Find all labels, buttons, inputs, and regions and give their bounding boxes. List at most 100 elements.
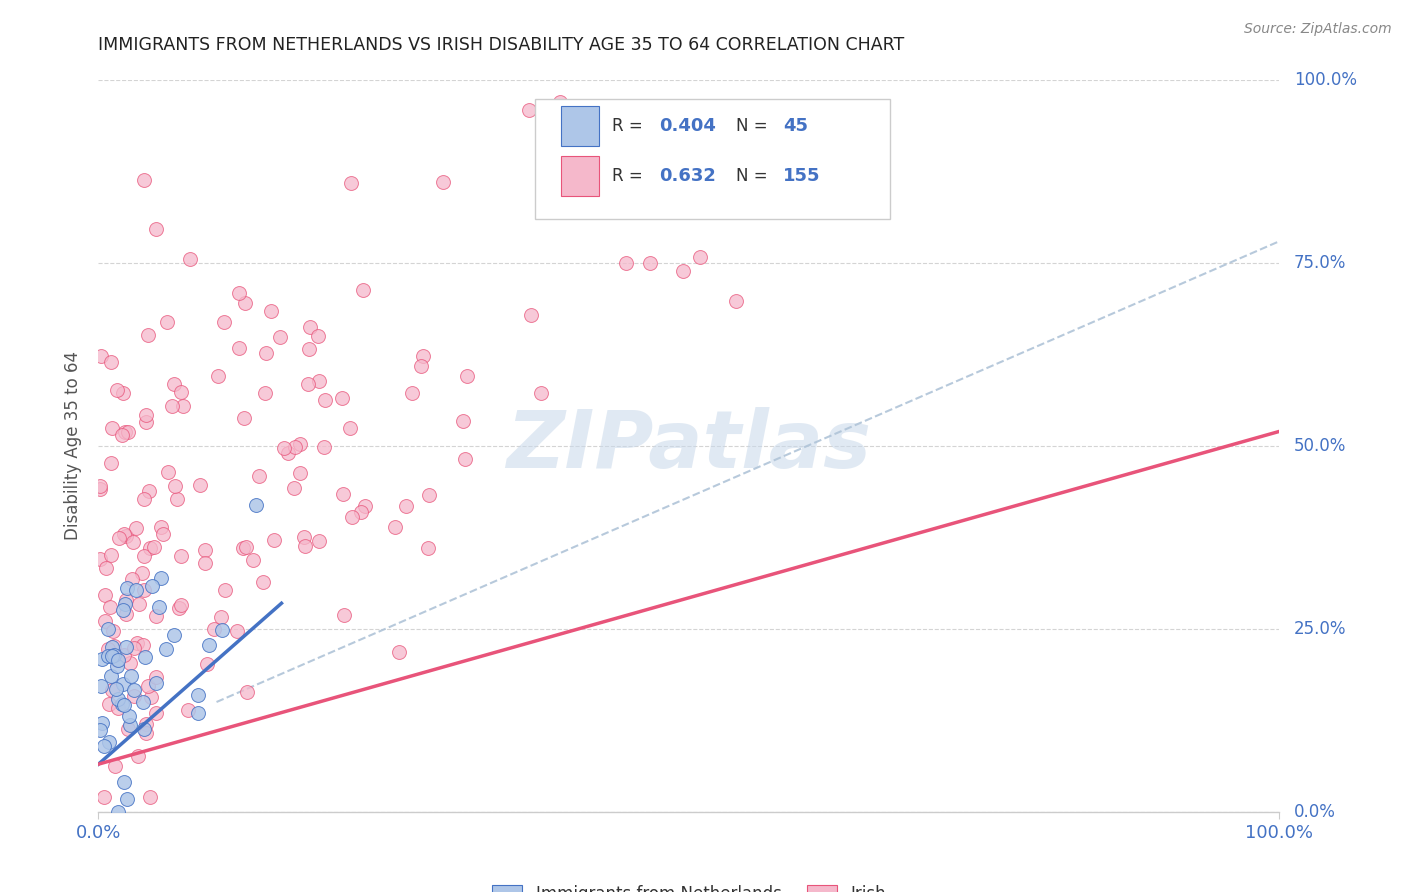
Point [114,593,136,607]
Point [104,758,127,772]
Text: 25.0%: 25.0% [1294,620,1346,638]
Point [101,624,124,638]
Text: N =: N = [737,167,773,185]
Text: ZIPatlas: ZIPatlas [506,407,872,485]
Point [125,521,148,535]
Point [187,688,209,702]
Point [134,723,156,737]
Point [100,548,122,562]
Point [100,669,122,683]
Point [122,641,145,656]
Point [194,543,217,558]
Text: 50.0%: 50.0% [1294,437,1346,455]
Point [132,639,155,653]
Point [179,252,201,266]
Point [139,541,162,555]
Point [105,653,128,667]
Point [195,657,218,672]
Point [118,656,141,670]
Point [188,478,211,492]
Point [100,456,122,470]
Point [135,717,157,731]
Point [298,319,321,334]
Point [132,582,155,597]
Point [198,638,221,652]
Point [170,549,193,563]
Point [89,479,111,493]
Point [308,533,330,548]
Point [93,789,115,804]
Point [263,533,285,547]
Point [388,645,411,659]
Point [225,624,247,639]
Point [314,441,336,455]
Point [122,689,145,703]
Point [162,628,184,642]
Text: 155: 155 [783,167,821,185]
Point [89,723,111,738]
Point [135,408,157,422]
Point [352,284,374,298]
Bar [561,156,599,196]
Point [115,581,138,595]
Point [90,715,112,730]
Point [156,465,179,479]
Point [339,420,361,434]
Point [145,222,167,236]
Point [269,330,291,344]
Point [412,349,434,363]
Point [114,775,136,789]
Point [297,377,319,392]
Point [247,469,270,483]
Point [214,582,236,597]
Point [114,425,136,439]
Point [693,163,716,178]
Point [638,256,661,270]
Point [242,553,264,567]
Point [172,399,194,413]
Point [166,491,188,506]
Point [93,589,115,603]
Point [145,706,167,721]
Point [121,572,143,586]
Point [94,561,117,575]
Point [100,648,122,663]
Point [120,717,142,731]
Point [253,385,276,400]
Point [107,701,129,715]
Point [531,108,554,122]
Point [194,556,217,570]
Point [294,539,316,553]
Point [107,805,129,819]
Point [121,534,143,549]
Point [139,690,162,704]
Point [125,635,148,649]
Point [349,505,371,519]
Point [90,679,112,693]
Point [105,658,128,673]
Y-axis label: Disability Age 35 to 64: Disability Age 35 to 64 [65,351,83,541]
Point [115,529,138,543]
Point [155,642,177,657]
Point [125,583,148,598]
Legend: Immigrants from Netherlands, Irish: Immigrants from Netherlands, Irish [485,879,893,892]
Point [112,648,135,663]
Point [107,691,129,706]
Point [100,355,122,369]
Point [254,346,277,360]
Point [235,296,257,310]
Point [132,549,155,564]
Point [112,603,135,617]
Point [93,614,115,628]
Point [103,648,125,663]
Point [98,599,121,614]
Point [122,683,145,698]
Point [308,374,330,388]
Point [97,648,120,663]
Point [314,392,336,407]
Point [652,106,675,120]
Text: 0.632: 0.632 [659,167,716,185]
Point [135,726,157,740]
Point [150,520,173,534]
Point [170,598,193,612]
